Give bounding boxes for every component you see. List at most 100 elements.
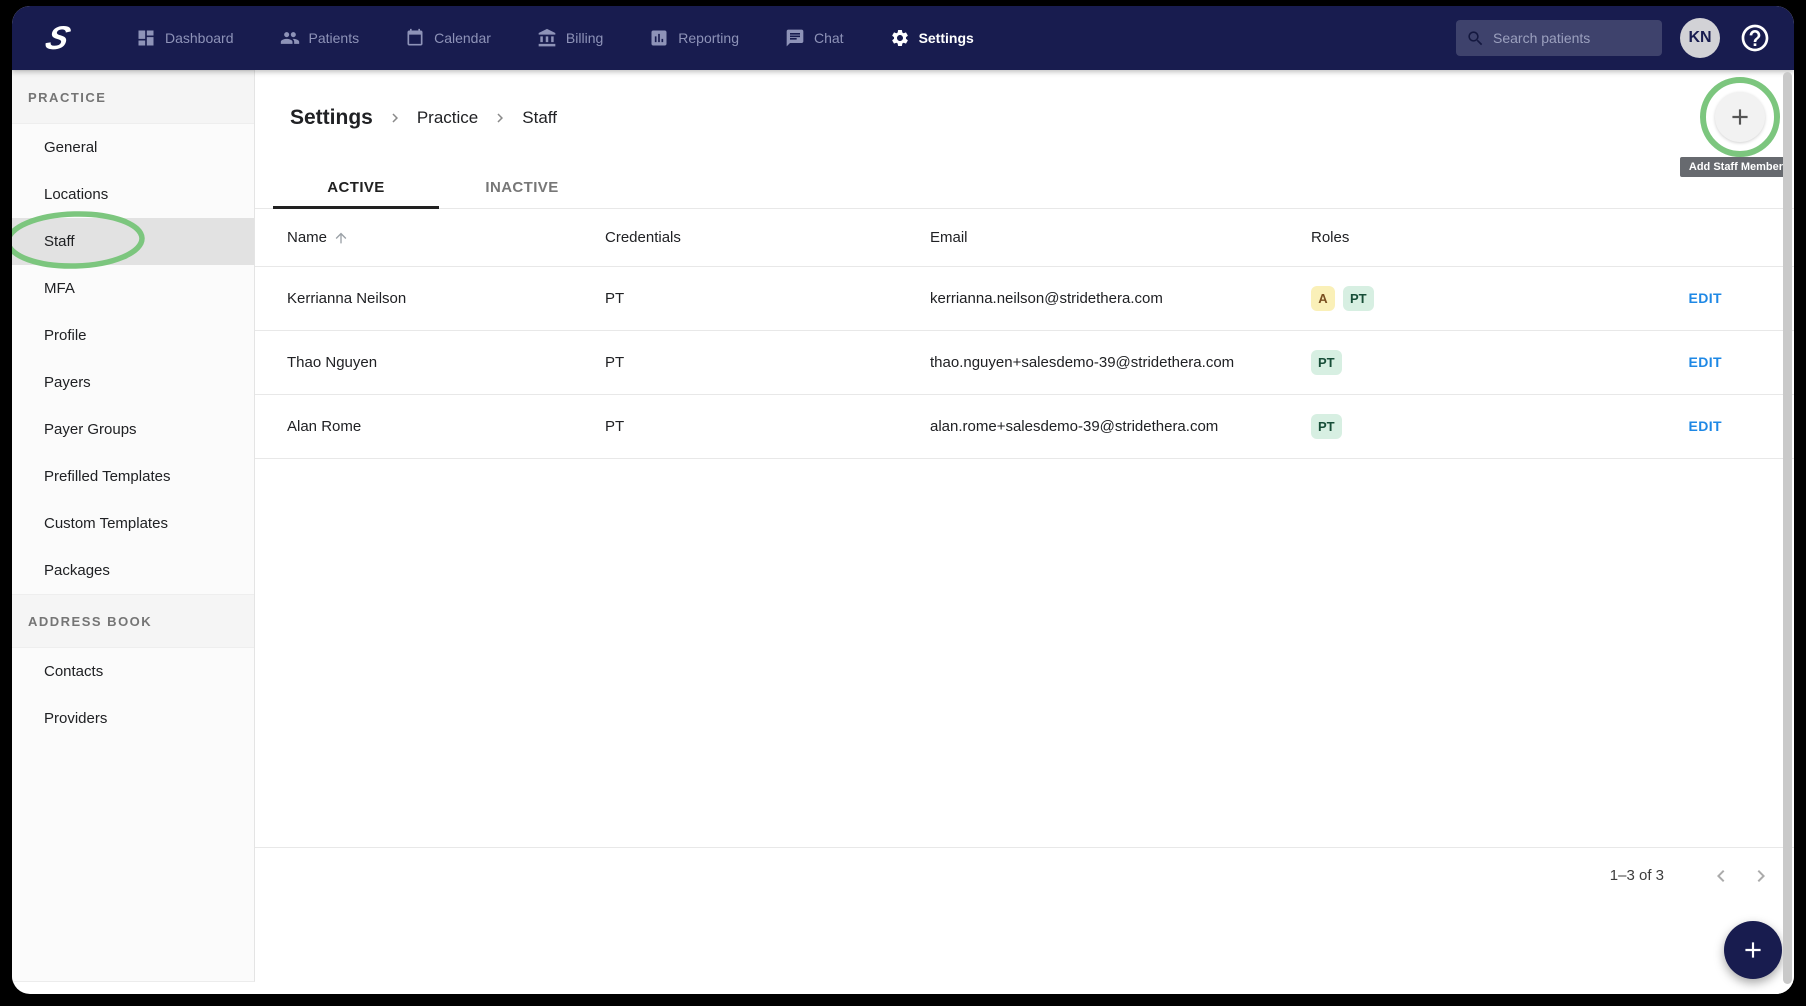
patients-icon (280, 28, 300, 48)
reporting-icon (649, 28, 669, 48)
scrollbar-thumb[interactable] (1783, 72, 1792, 984)
breadcrumb-item-practice[interactable]: Practice (417, 108, 478, 128)
nav-item-dashboard[interactable]: Dashboard (136, 28, 234, 48)
column-header-name[interactable]: Name (287, 229, 605, 246)
staff-row: Thao NguyenPTthao.nguyen+salesdemo-39@st… (255, 331, 1794, 395)
sidebar-item-prefilled-templates[interactable]: Prefilled Templates (12, 453, 254, 500)
staff-credentials: PT (605, 354, 930, 371)
pagination-range: 1–3 of 3 (1610, 867, 1664, 884)
settings-icon (890, 28, 910, 48)
nav-item-label: Calendar (434, 30, 491, 46)
table-empty-area (255, 459, 1794, 847)
edit-staff-link[interactable]: EDIT (1689, 354, 1723, 370)
sidebar-section-address-book: ADDRESS BOOK (12, 594, 254, 648)
nav-item-patients[interactable]: Patients (280, 28, 360, 48)
plus-icon (1727, 104, 1753, 130)
column-header-email: Email (930, 229, 1311, 246)
column-header-credentials: Credentials (605, 229, 930, 246)
sidebar-item-payer-groups[interactable]: Payer Groups (12, 406, 254, 453)
add-staff-tooltip: Add Staff Member (1680, 157, 1792, 177)
column-label: Credentials (605, 229, 681, 246)
sidebar-item-payers[interactable]: Payers (12, 359, 254, 406)
sidebar-item-locations[interactable]: Locations (12, 171, 254, 218)
staff-actions: EDIT (1566, 418, 1722, 435)
chat-icon (785, 28, 805, 48)
nav-item-label: Billing (566, 30, 603, 46)
column-header-roles: Roles (1311, 229, 1566, 246)
sidebar-item-contacts[interactable]: Contacts (12, 648, 254, 695)
bottom-space (255, 903, 1794, 994)
search-patients-box[interactable] (1456, 20, 1662, 56)
staff-email: thao.nguyen+salesdemo-39@stridethera.com (930, 354, 1311, 371)
nav-item-label: Chat (814, 30, 844, 46)
app-body: PRACTICEGeneralLocationsStaffMFAProfileP… (12, 70, 1794, 994)
staff-actions: EDIT (1566, 290, 1722, 307)
dashboard-icon (136, 28, 156, 48)
avatar[interactable]: KN (1680, 18, 1720, 58)
nav-right: KN (1456, 18, 1772, 58)
search-input[interactable] (1493, 30, 1652, 46)
sidebar-section-practice: PRACTICE (12, 70, 254, 124)
chevron-right-icon (491, 109, 509, 127)
tab-inactive[interactable]: INACTIVE (439, 166, 605, 208)
breadcrumb-item-settings[interactable]: Settings (290, 106, 373, 130)
nav-item-label: Reporting (678, 30, 739, 46)
nav-item-reporting[interactable]: Reporting (649, 28, 739, 48)
table-header-row: Name Credentials Email Roles (255, 209, 1794, 267)
column-label: Roles (1311, 229, 1349, 246)
sidebar-item-profile[interactable]: Profile (12, 312, 254, 359)
sidebar-item-providers[interactable]: Providers (12, 695, 254, 742)
staff-email: alan.rome+salesdemo-39@stridethera.com (930, 418, 1311, 435)
role-badge-pt: PT (1311, 414, 1342, 439)
role-badge-admin: A (1311, 286, 1335, 311)
column-label: Email (930, 229, 968, 246)
staff-name: Alan Rome (287, 418, 605, 435)
help-icon[interactable] (1738, 21, 1772, 55)
nav-item-settings[interactable]: Settings (890, 28, 974, 48)
breadcrumb-chevron-icon (491, 109, 509, 127)
table-body: Kerrianna NeilsonPTkerrianna.neilson@str… (255, 267, 1794, 459)
staff-email: kerrianna.neilson@stridethera.com (930, 290, 1311, 307)
chevron-right-icon (1749, 864, 1773, 888)
nav-item-label: Dashboard (165, 30, 234, 46)
breadcrumb-item-staff: Staff (522, 108, 557, 128)
nav-item-label: Settings (919, 30, 974, 46)
staff-roles: PT (1311, 350, 1566, 375)
add-fab-button[interactable] (1724, 921, 1782, 979)
billing-icon (537, 28, 557, 48)
column-label: Name (287, 229, 327, 246)
sidebar-item-mfa[interactable]: MFA (12, 265, 254, 312)
edit-staff-link[interactable]: EDIT (1689, 418, 1723, 434)
nav-item-calendar[interactable]: Calendar (405, 28, 491, 48)
role-badge-pt: PT (1311, 350, 1342, 375)
tab-active[interactable]: ACTIVE (273, 166, 439, 208)
primary-nav: Dashboard Patients Calendar Billing Reportin… (136, 28, 974, 48)
sidebar-item-custom-templates[interactable]: Custom Templates (12, 500, 254, 547)
pagination-next-button[interactable] (1748, 863, 1774, 889)
calendar-icon (405, 28, 425, 48)
sidebar-item-general[interactable]: General (12, 124, 254, 171)
edit-staff-link[interactable]: EDIT (1689, 290, 1723, 306)
pagination-prev-button[interactable] (1708, 863, 1734, 889)
staff-credentials: PT (605, 290, 930, 307)
main-content: Settings Practice Staff ACTIVEINACTIVE Nam… (255, 70, 1794, 994)
role-badge-pt: PT (1343, 286, 1374, 311)
nav-item-billing[interactable]: Billing (537, 28, 603, 48)
nav-item-label: Patients (309, 30, 360, 46)
sidebar-item-staff[interactable]: Staff (12, 218, 254, 265)
add-staff-button[interactable] (1715, 92, 1765, 142)
staff-roles: A PT (1311, 286, 1566, 311)
staff-credentials: PT (605, 418, 930, 435)
staff-tabs: ACTIVEINACTIVE (255, 166, 1794, 209)
breadcrumb: Settings Practice Staff (290, 106, 557, 130)
staff-actions: EDIT (1566, 354, 1722, 371)
breadcrumb-chevron-icon (386, 109, 404, 127)
staff-roles: PT (1311, 414, 1566, 439)
staff-row: Kerrianna NeilsonPTkerrianna.neilson@str… (255, 267, 1794, 331)
app-logo[interactable]: S (36, 19, 80, 57)
sidebar-item-packages[interactable]: Packages (12, 547, 254, 594)
page-header: Settings Practice Staff (255, 70, 1794, 166)
logo-glyph: S (41, 19, 75, 57)
chevron-left-icon (1709, 864, 1733, 888)
nav-item-chat[interactable]: Chat (785, 28, 844, 48)
